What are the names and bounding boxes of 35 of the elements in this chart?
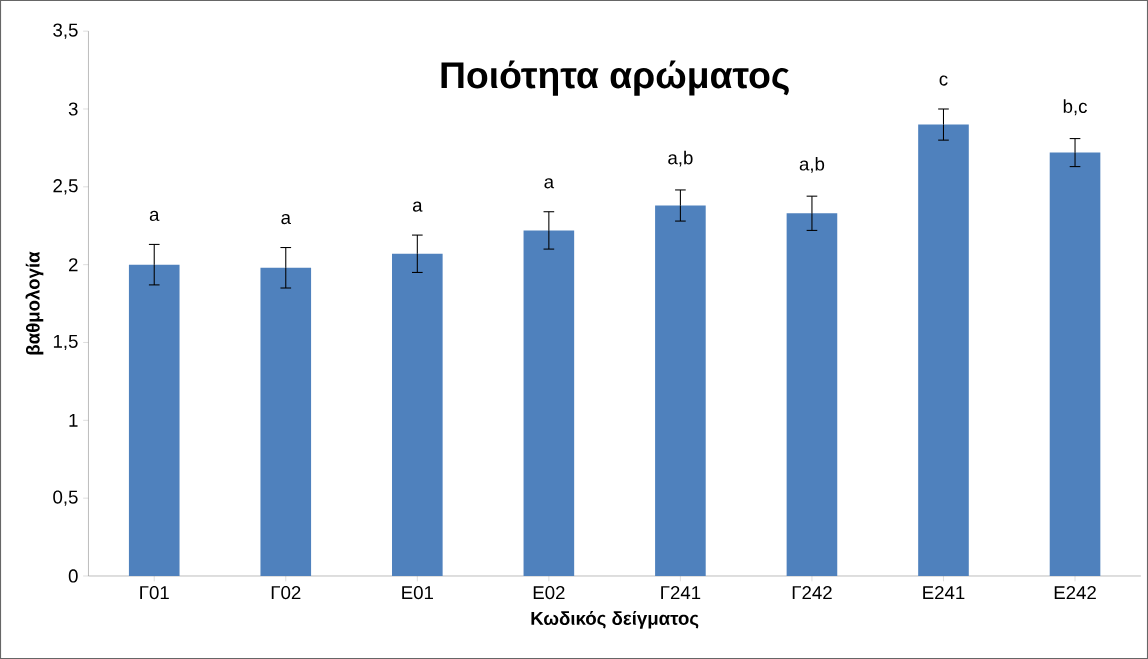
y-tick-label: 1: [69, 413, 78, 427]
annotation: a,b: [799, 156, 825, 173]
annotation: a: [149, 210, 160, 222]
y-tick-label: 3,5: [53, 23, 78, 39]
y-tick-label: 0: [68, 569, 78, 583]
y-axis-title: βαθμολογία: [25, 251, 44, 355]
y-tick-label: 2: [68, 258, 78, 272]
bar: [1049, 152, 1101, 576]
y-tick-label: 0,5: [53, 490, 78, 506]
x-tick-label: Γ01: [140, 585, 169, 600]
y-tick-label: 2,5: [53, 179, 78, 195]
x-tick-label: Ε02: [533, 585, 565, 600]
y-tick-label: 1,5: [53, 334, 78, 351]
bar: [918, 124, 969, 576]
bar: [523, 230, 575, 576]
bar: [392, 253, 443, 576]
annotation: a: [544, 178, 555, 189]
bar: [786, 213, 838, 576]
annotation: a: [412, 201, 423, 212]
x-tick-label: Ε01: [402, 585, 433, 600]
bar: [128, 264, 180, 576]
text: Ποιότητα αρώματος: [441, 60, 789, 96]
annotation: c: [939, 75, 948, 86]
x-tick-label: Ε242: [1054, 585, 1096, 599]
x-axis-title: Κωδικός δείγματος: [531, 610, 699, 629]
x-tick-label: Γ02: [271, 585, 301, 600]
x-tick-label: Γ241: [661, 585, 701, 599]
annotation: a: [281, 213, 291, 225]
y-tick-label: 3: [68, 102, 78, 116]
bar: [260, 267, 312, 576]
annotation: a,b: [668, 150, 693, 167]
x-tick-label: Ε241: [923, 585, 965, 599]
x-tick-label: Γ242: [792, 585, 832, 599]
bar: [655, 205, 706, 576]
annotation: b,c: [1063, 99, 1087, 116]
